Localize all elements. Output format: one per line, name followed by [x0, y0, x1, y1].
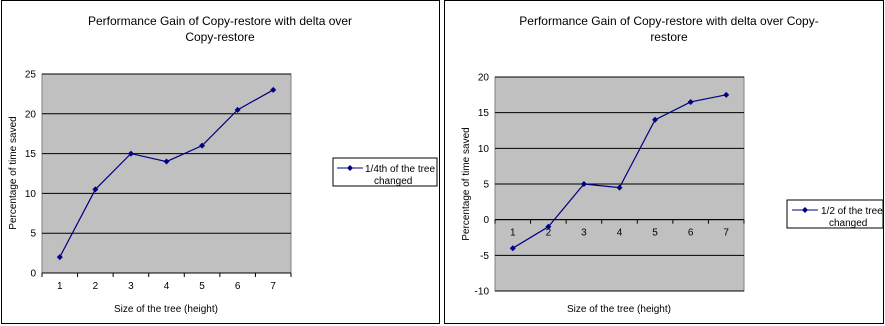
- y-tick-label: 0: [30, 269, 36, 280]
- x-tick-labels: 1 2 3 4 5 6 7: [510, 228, 729, 239]
- chart-title-line-2: Copy-restore: [185, 30, 255, 44]
- y-tick-label: 15: [478, 108, 490, 119]
- x-tick-label: 5: [199, 281, 205, 292]
- legend: 1/2 of the tree changed: [786, 199, 884, 229]
- legend-marker: [802, 207, 808, 213]
- data-point: [509, 245, 516, 252]
- data-point: [723, 91, 730, 98]
- chart-title-line-1: Performance Gain of Copy-restore with de…: [519, 14, 818, 28]
- chart-right-svg: Performance Gain of Copy-restore with de…: [461, 14, 884, 315]
- grid-lines: [41, 73, 292, 277]
- plot-area: [42, 74, 291, 273]
- data-point: [56, 254, 63, 261]
- x-tick-label: 4: [617, 228, 623, 239]
- legend-box: [786, 199, 884, 229]
- x-tick-labels: 1 2 3 4 5 6 7: [57, 281, 276, 292]
- data-point: [234, 106, 241, 113]
- data-point: [163, 158, 170, 165]
- y-tick-label: 10: [25, 189, 37, 200]
- y-axis-label: Percentage of time saved: [461, 127, 472, 240]
- data-point: [652, 116, 659, 123]
- legend-label-line-2: changed: [829, 218, 867, 229]
- data-point: [616, 184, 623, 191]
- y-tick-label: 5: [483, 180, 489, 191]
- data-point: [545, 223, 552, 230]
- legend-box: [332, 157, 438, 187]
- x-tick-label: 1: [510, 228, 516, 239]
- chart-panel-right: Performance Gain of Copy-restore with de…: [444, 0, 884, 324]
- data-point: [687, 98, 694, 105]
- x-tick-label: 5: [652, 228, 658, 239]
- y-tick-label: 20: [478, 73, 490, 84]
- y-axis-label: Percentage of time saved: [8, 116, 19, 229]
- data-point: [199, 142, 206, 149]
- legend: 1/4th of the tree changed: [332, 157, 438, 187]
- x-tick-label: 4: [164, 281, 170, 292]
- y-tick-label: 20: [25, 109, 37, 120]
- x-tick-label: 2: [93, 281, 99, 292]
- legend-marker: [347, 165, 353, 171]
- data-point: [270, 86, 277, 93]
- x-axis-label: Size of the tree (height): [114, 304, 218, 315]
- y-tick-labels: 0 5 10 15 20 25: [25, 70, 37, 280]
- y-tick-label: 5: [30, 229, 36, 240]
- y-tick-label: -10: [475, 287, 490, 298]
- chart-title-line-2: restore: [650, 30, 688, 44]
- y-tick-labels: -10 -5 0 5 10 15 20: [475, 73, 490, 298]
- legend-label-line-1: 1/2 of the tree: [821, 206, 883, 217]
- x-tick-label: 2: [546, 228, 552, 239]
- x-axis-label: Size of the tree (height): [567, 304, 671, 315]
- legend-label-line-2: changed: [374, 176, 412, 187]
- x-tick-label: 1: [57, 281, 63, 292]
- data-point: [127, 150, 134, 157]
- data-point: [92, 186, 99, 193]
- data-series: [509, 91, 730, 252]
- y-tick-label: 25: [25, 70, 37, 81]
- y-tick-label: 10: [478, 144, 490, 155]
- data-series: [56, 86, 277, 261]
- y-tick-label: 15: [25, 149, 37, 160]
- x-tick-label: 3: [581, 228, 587, 239]
- legend-label-line-1: 1/4th of the tree: [365, 164, 435, 175]
- chart-panel-left: Performance Gain of Copy-restore with de…: [1, 0, 440, 324]
- grid-lines: [494, 76, 745, 292]
- x-tick-label: 7: [270, 281, 276, 292]
- data-point: [580, 181, 587, 187]
- y-tick-label: 0: [483, 215, 489, 226]
- chart-title-line-1: Performance Gain of Copy-restore with de…: [88, 14, 352, 28]
- x-tick-label: 7: [723, 228, 729, 239]
- x-tick-label: 3: [128, 281, 134, 292]
- chart-left-svg: Performance Gain of Copy-restore with de…: [8, 14, 438, 315]
- x-tick-label: 6: [688, 228, 694, 239]
- y-tick-label: -5: [480, 251, 489, 262]
- x-tick-label: 6: [235, 281, 241, 292]
